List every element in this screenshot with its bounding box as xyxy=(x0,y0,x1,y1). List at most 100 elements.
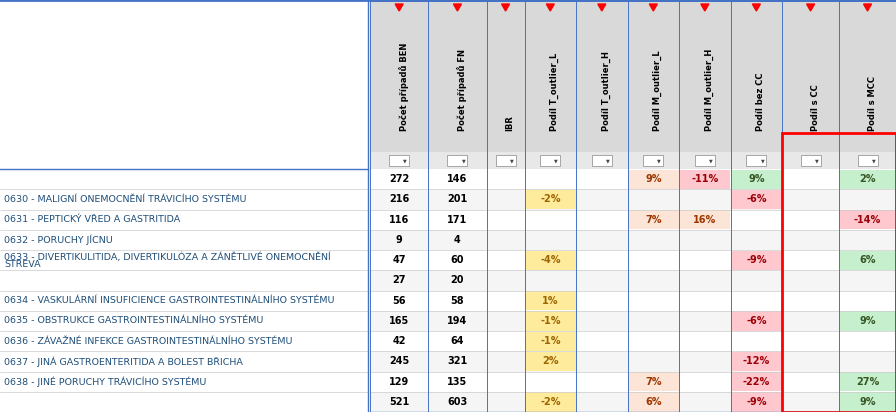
FancyBboxPatch shape xyxy=(731,311,781,330)
Polygon shape xyxy=(753,4,761,11)
Text: 7%: 7% xyxy=(645,215,661,225)
Polygon shape xyxy=(598,4,606,11)
Text: 1%: 1% xyxy=(542,296,558,306)
Text: ▼: ▼ xyxy=(606,158,609,163)
FancyBboxPatch shape xyxy=(840,372,895,391)
Text: 42: 42 xyxy=(392,336,406,346)
FancyBboxPatch shape xyxy=(643,155,663,166)
Text: 47: 47 xyxy=(392,255,406,265)
FancyBboxPatch shape xyxy=(840,169,895,189)
Text: 165: 165 xyxy=(389,316,409,326)
Text: 116: 116 xyxy=(389,215,409,225)
FancyBboxPatch shape xyxy=(525,291,575,310)
FancyBboxPatch shape xyxy=(628,169,678,189)
Text: -6%: -6% xyxy=(746,194,767,204)
Text: Počet případů BEN: Počet případů BEN xyxy=(399,42,409,131)
Text: ▼: ▼ xyxy=(555,158,558,163)
FancyBboxPatch shape xyxy=(857,155,877,166)
Text: 521: 521 xyxy=(389,397,409,407)
FancyBboxPatch shape xyxy=(370,351,896,372)
FancyBboxPatch shape xyxy=(370,290,896,311)
Text: 58: 58 xyxy=(451,296,464,306)
FancyBboxPatch shape xyxy=(370,331,896,351)
FancyBboxPatch shape xyxy=(731,392,781,412)
FancyBboxPatch shape xyxy=(731,352,781,371)
FancyBboxPatch shape xyxy=(746,155,766,166)
Polygon shape xyxy=(806,4,814,11)
FancyBboxPatch shape xyxy=(525,190,575,209)
FancyBboxPatch shape xyxy=(0,0,368,412)
Text: -11%: -11% xyxy=(691,174,719,184)
Text: 0632 - PORUCHY JÍCNU: 0632 - PORUCHY JÍCNU xyxy=(4,234,113,245)
FancyBboxPatch shape xyxy=(679,169,730,189)
FancyBboxPatch shape xyxy=(731,250,781,270)
Text: 7%: 7% xyxy=(645,377,661,386)
Text: Podíl bez CC: Podíl bez CC xyxy=(756,73,765,131)
Text: 6%: 6% xyxy=(645,397,661,407)
Text: 201: 201 xyxy=(447,194,468,204)
FancyBboxPatch shape xyxy=(840,311,895,330)
Text: 60: 60 xyxy=(451,255,464,265)
FancyBboxPatch shape xyxy=(840,210,895,229)
FancyBboxPatch shape xyxy=(525,352,575,371)
FancyBboxPatch shape xyxy=(801,155,821,166)
FancyBboxPatch shape xyxy=(370,209,896,230)
FancyBboxPatch shape xyxy=(447,155,468,166)
Text: Podíl T_outlier_H: Podíl T_outlier_H xyxy=(602,51,611,131)
Text: 0637 - JINÁ GASTROENTERITIDA A BOLEST BŘICHA: 0637 - JINÁ GASTROENTERITIDA A BOLEST BŘ… xyxy=(4,356,243,367)
Text: 9%: 9% xyxy=(748,174,764,184)
Text: 9%: 9% xyxy=(859,397,875,407)
Text: 27: 27 xyxy=(392,275,406,286)
Text: ▼: ▼ xyxy=(814,158,818,163)
Polygon shape xyxy=(502,4,510,11)
FancyBboxPatch shape xyxy=(592,155,612,166)
FancyBboxPatch shape xyxy=(525,311,575,330)
Text: 2%: 2% xyxy=(542,356,558,366)
Text: 135: 135 xyxy=(447,377,468,386)
Text: ▼: ▼ xyxy=(510,158,513,163)
Text: ▼: ▼ xyxy=(872,158,875,163)
FancyBboxPatch shape xyxy=(731,169,781,189)
Text: -6%: -6% xyxy=(746,316,767,326)
FancyBboxPatch shape xyxy=(628,392,678,412)
FancyBboxPatch shape xyxy=(731,190,781,209)
Text: -2%: -2% xyxy=(540,194,561,204)
FancyBboxPatch shape xyxy=(370,169,896,189)
Text: -22%: -22% xyxy=(743,377,770,386)
Text: -4%: -4% xyxy=(540,255,561,265)
Text: Podíl s CC: Podíl s CC xyxy=(811,84,820,131)
Text: 321: 321 xyxy=(447,356,468,366)
FancyBboxPatch shape xyxy=(679,210,730,229)
Text: ▼: ▼ xyxy=(461,158,465,163)
FancyBboxPatch shape xyxy=(695,155,715,166)
Text: 2%: 2% xyxy=(859,174,875,184)
Polygon shape xyxy=(395,4,403,11)
FancyBboxPatch shape xyxy=(370,372,896,392)
FancyBboxPatch shape xyxy=(628,210,678,229)
FancyBboxPatch shape xyxy=(525,332,575,351)
Text: -1%: -1% xyxy=(540,316,561,326)
Text: 245: 245 xyxy=(389,356,409,366)
Text: 9%: 9% xyxy=(859,316,875,326)
Text: Podíl s MCC: Podíl s MCC xyxy=(867,76,876,131)
Text: 0635 - OBSTRUKCE GASTROINTESTINÁLNÍHO SYSTÉMU: 0635 - OBSTRUKCE GASTROINTESTINÁLNÍHO SY… xyxy=(4,316,263,325)
Polygon shape xyxy=(864,4,872,11)
FancyBboxPatch shape xyxy=(525,250,575,270)
Text: -14%: -14% xyxy=(854,215,881,225)
Polygon shape xyxy=(650,4,658,11)
FancyBboxPatch shape xyxy=(370,152,896,169)
Text: 9: 9 xyxy=(396,235,402,245)
Text: STŘEVA: STŘEVA xyxy=(4,260,40,269)
Text: 0633 - DIVERTIKULITIDA, DIVERTIKULÓZA A ZÁNĚTLIVÉ ONEMOCNĚNÍ: 0633 - DIVERTIKULITIDA, DIVERTIKULÓZA A … xyxy=(4,253,331,262)
Text: 216: 216 xyxy=(389,194,409,204)
FancyBboxPatch shape xyxy=(370,311,896,331)
Text: 6%: 6% xyxy=(859,255,875,265)
Text: 272: 272 xyxy=(389,174,409,184)
Text: -9%: -9% xyxy=(746,255,767,265)
Text: IBR: IBR xyxy=(505,115,514,131)
FancyBboxPatch shape xyxy=(495,155,515,166)
FancyBboxPatch shape xyxy=(370,392,896,412)
Text: 146: 146 xyxy=(447,174,468,184)
Text: 603: 603 xyxy=(447,397,468,407)
Text: -9%: -9% xyxy=(746,397,767,407)
